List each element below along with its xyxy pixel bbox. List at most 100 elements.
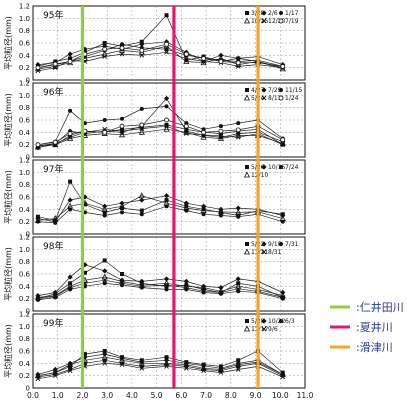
data-point [280,64,286,69]
series-line [37,41,283,65]
data-point [235,64,241,69]
data-point [120,272,125,276]
data-point [102,129,108,135]
data-point [102,43,108,49]
river-legend-label: :仁井田川 [356,300,404,314]
data-point [164,41,169,47]
data-point [102,277,108,283]
data-point [35,371,41,378]
data-point [184,208,189,213]
data-point [183,200,189,206]
legend-label: 2/6 [268,10,278,17]
data-point [139,212,144,217]
data-point [102,281,107,286]
x-tick-label: 4.0 [126,391,138,400]
data-point [183,278,189,284]
data-point [120,42,125,47]
data-point [119,45,125,51]
data-point [52,65,58,70]
y-tick-label: 0.2 [19,372,30,380]
series-line [37,119,283,146]
y-tick-label: 0.4 [19,129,31,137]
data-point [217,135,224,141]
y-axis-label: 平均粒径(mm) [3,16,13,70]
data-point [278,18,284,24]
data-point [67,202,74,209]
data-point [280,142,286,147]
data-point [82,352,87,357]
data-point [218,370,224,375]
legend-label: 10/15 [268,164,285,171]
series-line [37,14,283,69]
data-point [243,94,251,101]
data-point [67,59,73,64]
legend-label: 1/17 [285,10,299,17]
data-point [217,366,224,372]
y-axis-label: 平均粒径(mm) [3,247,13,301]
y-tick-label: 1.0 [19,323,30,331]
series-line [37,128,283,148]
data-point [245,319,249,323]
y-tick-label: 0.2 [19,64,30,72]
y-tick-label: 1.2 [19,3,30,11]
legend-label: 6/3 [285,318,295,325]
panel-title: 97年 [43,163,63,175]
y-tick-label: 0.8 [19,181,30,189]
data-point [118,356,126,363]
x-tick-label: 0.0 [27,391,39,400]
x-tick-label: 3.0 [101,391,113,400]
data-point [235,367,241,372]
data-point [218,128,224,134]
data-point [139,53,145,58]
data-point [52,369,59,375]
legend-label: 10/22 [268,318,285,325]
data-point [118,131,126,138]
data-point [201,212,206,217]
data-point [35,65,41,71]
data-point [120,210,125,215]
data-point [201,207,206,212]
data-point [235,205,241,211]
data-point [261,18,267,24]
data-point [201,368,206,374]
series [35,204,285,225]
data-point [102,41,107,45]
data-point [120,116,125,121]
series-line [37,276,283,298]
data-point [245,88,249,92]
data-point [35,376,41,382]
data-point [139,278,145,284]
data-point [164,49,169,55]
legend-label: 10/25 [251,18,268,25]
panel-title: 99年 [43,317,63,329]
legend-label: 8/31 [268,249,282,256]
data-point [201,288,206,294]
chart-panel: 0 0.2 0.4 0.6 0.8 1.0 1.2 平均粒径(mm) 96年 4/277/2911… [3,80,306,162]
y-tick-label: 0 [26,154,30,162]
data-point [245,242,249,246]
legend-label: 9/6 [268,326,278,333]
data-point [184,58,189,63]
data-point [53,220,58,225]
y-tick-label: 0.2 [19,295,30,303]
series-line [37,282,283,301]
panel-title: 98年 [43,240,63,252]
data-point [68,108,73,113]
legend-label: 7/24 [285,164,299,171]
data-point [67,274,73,280]
data-point [235,276,241,282]
data-point [235,60,241,66]
data-point [261,164,267,170]
data-point [138,128,145,135]
data-point [183,51,189,57]
data-point [183,285,189,290]
data-point [52,61,58,67]
data-point [201,129,207,135]
data-point [217,208,224,215]
data-point [82,202,87,207]
data-point [101,205,108,212]
data-point [139,208,144,213]
river-legend: :仁井田川:夏井川:滑津川 [330,300,404,354]
y-tick-label: 1.0 [19,169,30,177]
series-line [37,106,283,146]
